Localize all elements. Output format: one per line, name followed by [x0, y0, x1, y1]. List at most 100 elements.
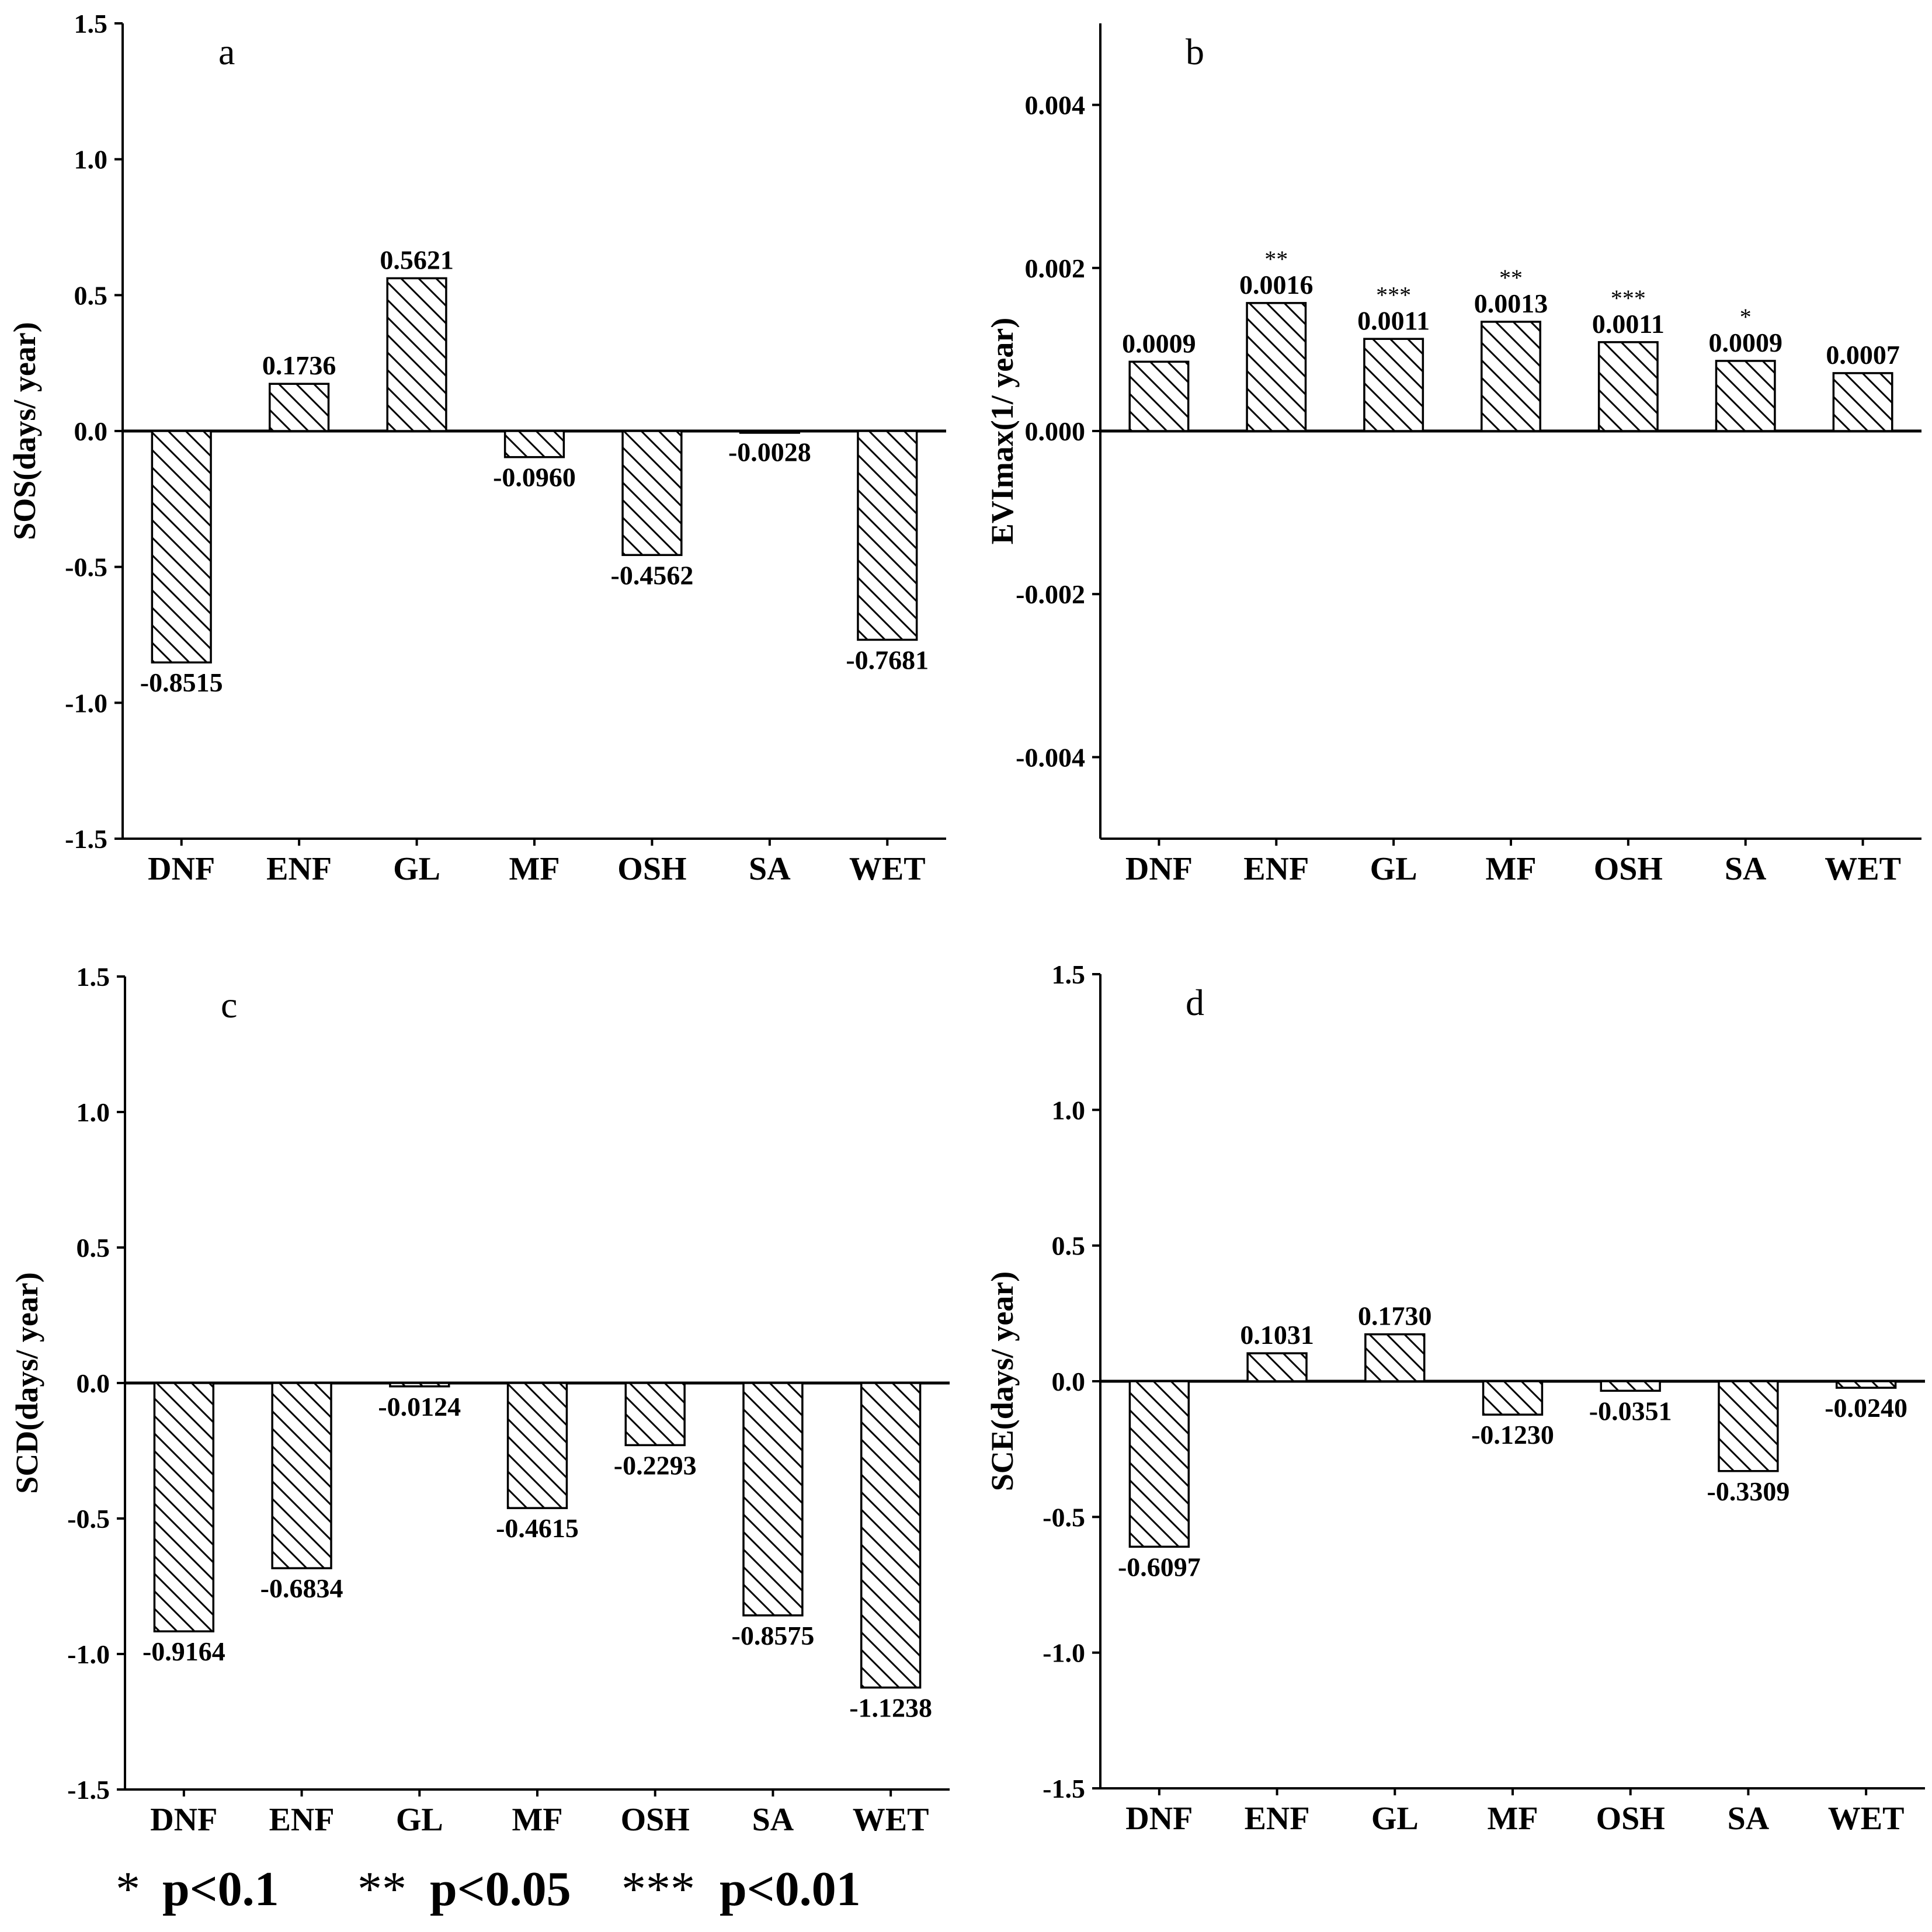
x-tick-label: SA: [1725, 851, 1767, 887]
x-tick-label: ENF: [1243, 851, 1309, 887]
x-tick-label: MF: [509, 851, 560, 887]
x-tick-label: SA: [752, 1802, 794, 1838]
panel-a: -1.5 -1.0 -0.5 0.0 0.5 1.0 1.5 SOS(days/ year) a…: [7, 9, 946, 887]
y-tick-label: 0.0: [74, 416, 108, 446]
y-tick-label: 0.004: [1025, 91, 1086, 120]
value-label: -0.1230: [1471, 1420, 1554, 1450]
value-label: -0.0960: [493, 463, 576, 492]
legend-stars-1: *: [116, 1862, 140, 1916]
bar-osh: [1597, 341, 1659, 432]
bar-osh: [621, 430, 683, 557]
bar-wet: [1835, 1380, 1897, 1389]
y-tick-label: -1.5: [65, 824, 107, 854]
value-label: -0.4615: [496, 1513, 579, 1543]
value-label: -0.0240: [1825, 1393, 1907, 1423]
panel-d: -1.5 -1.0 -0.5 0.0 0.5 1.0 1.5 SCE(days/ year) d…: [985, 960, 1925, 1837]
bar-wet: [1832, 372, 1893, 432]
x-tick-label: DNF: [150, 1802, 217, 1838]
x-tick-label: SA: [1728, 1801, 1770, 1837]
bar-mf: [503, 430, 565, 458]
y-axis-label: EVImax(1/ year): [985, 318, 1020, 544]
bar-gl: [1363, 338, 1424, 432]
bar-gl: [389, 1382, 450, 1388]
value-label: 0.5621: [380, 245, 454, 274]
value-label: -0.7681: [846, 645, 929, 675]
y-tick-label: 1.5: [77, 962, 110, 992]
bar-enf: [271, 1382, 332, 1569]
x-tick-label: MF: [1487, 1801, 1538, 1837]
x-tick-label: GL: [393, 851, 440, 887]
y-tick-label: 1.5: [1052, 960, 1086, 989]
x-tick-label: OSH: [617, 851, 686, 887]
y-tick-label: -1.0: [65, 688, 107, 718]
value-label: -1.1238: [849, 1693, 932, 1722]
x-tick-label: DNF: [1125, 1801, 1193, 1837]
x-tick-label: ENF: [269, 1802, 335, 1838]
y-axis-label: SCD(days/ year): [9, 1272, 44, 1493]
value-label: 0.0009: [1122, 328, 1196, 358]
y-tick-label: 0.0: [1052, 1367, 1086, 1396]
y-tick-label: 1.0: [74, 145, 108, 175]
value-label: -0.0351: [1589, 1396, 1672, 1426]
significance-stars: **: [1499, 265, 1523, 291]
y-tick-label: -1.5: [1043, 1774, 1085, 1804]
value-label: 0.0013: [1474, 289, 1548, 318]
bar-mf: [506, 1382, 568, 1509]
bar-dnf: [1128, 360, 1190, 432]
legend-label-3: p<0.01: [720, 1862, 861, 1916]
y-tick-label: 1.0: [77, 1097, 110, 1127]
y-tick-label: -0.5: [1043, 1502, 1085, 1532]
x-tick-label: OSH: [1594, 851, 1663, 887]
value-label: -0.8575: [732, 1621, 815, 1650]
bar-dnf: [1128, 1380, 1190, 1548]
x-tick-label: OSH: [1596, 1801, 1665, 1837]
value-label: -0.3309: [1707, 1476, 1790, 1506]
significance-stars: **: [1264, 246, 1288, 272]
legend-stars-2: **: [357, 1862, 406, 1916]
value-label: -0.4562: [611, 560, 694, 590]
value-label: 0.0009: [1708, 328, 1782, 357]
panel-letter: d: [1186, 982, 1204, 1023]
x-tick-label: WET: [1828, 1801, 1905, 1837]
bar-osh: [1600, 1380, 1661, 1392]
bar-enf: [1246, 1352, 1308, 1382]
significance-stars: *: [1740, 304, 1752, 330]
value-label: 0.0016: [1239, 270, 1314, 300]
y-tick-label: 0.0: [77, 1368, 110, 1398]
x-tick-label: DNF: [148, 851, 215, 887]
bar-sa: [742, 1382, 804, 1617]
bar-dnf: [153, 1382, 215, 1632]
x-tick-label: DNF: [1125, 851, 1193, 887]
bar-wet: [857, 430, 918, 641]
value-label: -0.6097: [1118, 1552, 1201, 1582]
x-tick-label: WET: [849, 851, 926, 887]
x-tick-label: OSH: [621, 1802, 690, 1838]
bar-wet: [860, 1382, 922, 1689]
value-label: 0.1730: [1358, 1301, 1432, 1331]
value-label: 0.0011: [1592, 309, 1665, 339]
bar-enf: [1246, 302, 1307, 432]
y-axis-label: SCE(days/ year): [985, 1271, 1020, 1492]
legend-label-2: p<0.05: [430, 1862, 571, 1916]
bar-osh: [624, 1382, 686, 1447]
panel-letter: a: [218, 31, 235, 72]
bar-sa: [1715, 360, 1776, 432]
value-label: -0.6834: [260, 1573, 343, 1603]
bar-sa: [1718, 1380, 1779, 1472]
value-label: -0.0124: [378, 1392, 461, 1422]
bar-enf: [269, 383, 330, 432]
value-label: 0.0011: [1357, 305, 1430, 335]
panel-b: -0.004 -0.002 0.000 0.002 0.004 EVImax(1/ yea…: [985, 23, 1921, 887]
value-label: -0.2293: [614, 1450, 697, 1480]
bar-sa: [739, 430, 800, 434]
bar-mf: [1482, 1380, 1544, 1416]
x-tick-label: GL: [1371, 1801, 1419, 1837]
value-label: -0.0028: [728, 437, 811, 467]
x-tick-label: ENF: [266, 851, 332, 887]
legend-stars-3: ***: [621, 1862, 695, 1916]
y-tick-label: 1.0: [1052, 1095, 1086, 1125]
x-tick-label: SA: [749, 851, 791, 887]
y-tick-label: 0.000: [1025, 416, 1086, 446]
panel-letter: b: [1186, 31, 1204, 72]
